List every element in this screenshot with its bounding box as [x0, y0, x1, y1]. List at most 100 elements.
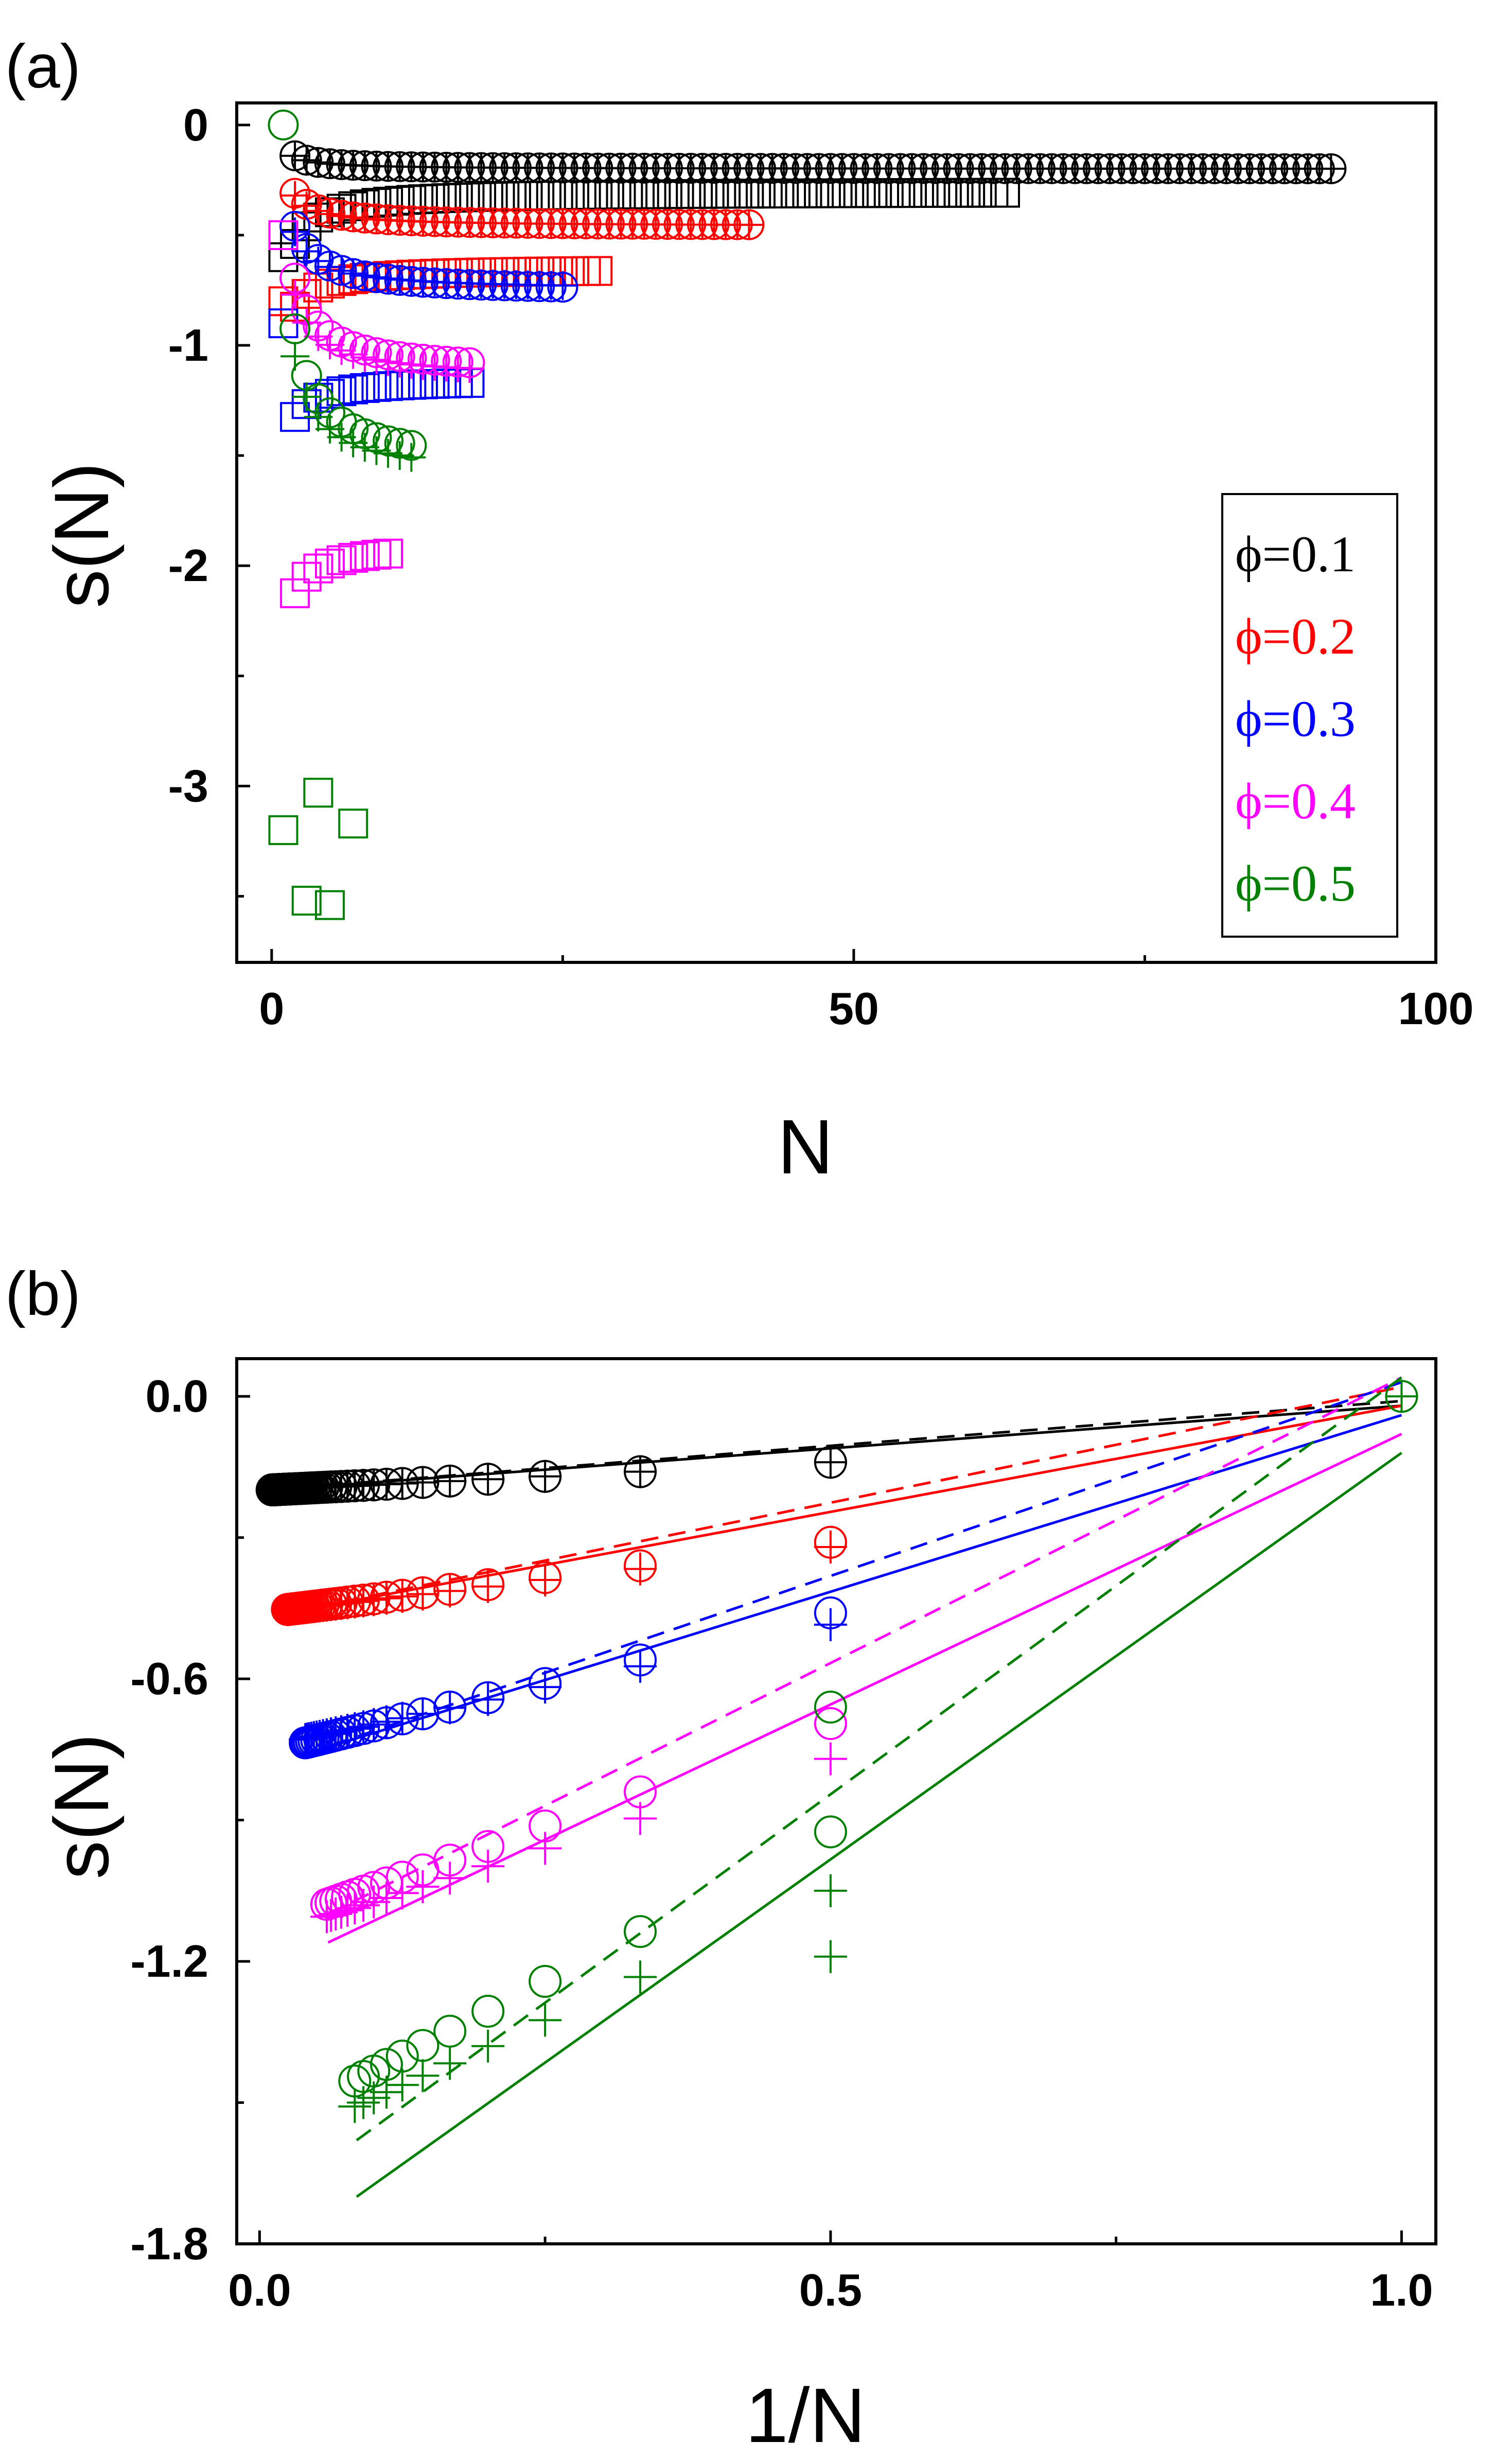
circle-marker — [477, 207, 508, 239]
plus-marker — [433, 2047, 467, 2080]
circle-marker — [442, 269, 473, 300]
circle-marker — [431, 268, 462, 300]
circle-marker — [466, 207, 497, 238]
panel-a-y-axis-title: s(N) — [38, 462, 125, 608]
circle-marker — [814, 1815, 847, 1849]
plus-marker — [455, 354, 484, 383]
circle-marker — [407, 267, 438, 298]
circle-marker — [373, 425, 404, 456]
circle-marker — [722, 209, 753, 240]
circle-marker — [279, 262, 311, 294]
circle-marker — [1304, 153, 1335, 184]
circle-marker — [385, 2040, 419, 2073]
y-tick-label: -1.8 — [130, 2218, 208, 2269]
circle-marker — [477, 270, 508, 301]
circle-marker — [489, 270, 520, 302]
plus-marker — [529, 1832, 562, 1865]
circle-marker — [722, 153, 753, 184]
y-tick-label: -1.2 — [130, 1936, 208, 1987]
square-marker — [326, 545, 357, 575]
square-marker — [583, 256, 613, 286]
circle-marker — [745, 153, 776, 184]
circle-marker — [757, 153, 788, 184]
circle-marker — [454, 152, 485, 183]
circle-marker — [349, 335, 380, 366]
circle-marker — [624, 1549, 657, 1583]
plus-marker — [304, 247, 333, 276]
circle-marker — [442, 346, 473, 378]
circle-marker — [373, 339, 404, 371]
circle-marker — [314, 148, 345, 180]
plus-marker — [289, 1723, 322, 1756]
dashed-fit-line — [327, 1376, 1402, 1916]
circle-marker — [920, 153, 951, 184]
circle-marker — [780, 153, 811, 184]
circle-marker — [1117, 153, 1149, 184]
circle-marker — [314, 397, 345, 429]
circle-marker — [814, 1707, 847, 1741]
circle-marker — [896, 153, 928, 184]
circle-marker — [489, 152, 520, 183]
circle-marker — [303, 194, 334, 225]
circle-marker — [431, 152, 462, 183]
panel-a-data-marks — [268, 109, 1347, 920]
circle-marker — [1292, 153, 1324, 184]
circle-marker — [1234, 153, 1265, 184]
circle-marker — [908, 153, 939, 184]
legend-entry-label: ϕ=0.2 — [1235, 608, 1356, 665]
circle-marker — [454, 347, 485, 378]
circle-marker — [524, 208, 555, 239]
plus-marker — [814, 1940, 847, 1973]
plus-marker — [471, 2029, 505, 2063]
circle-marker — [733, 153, 765, 184]
circle-marker — [652, 209, 683, 240]
circle-marker — [310, 1888, 343, 1921]
circle-marker — [663, 152, 695, 184]
plus-marker — [529, 1563, 562, 1596]
panel-b-ticks: 0.0 0.5 1.0 0.0 -0.6 -1.2 -1.8 — [130, 1370, 1433, 2315]
circle-marker — [529, 1667, 562, 1700]
plus-marker — [406, 1577, 439, 1611]
panel-b-x-axis-title: 1/N — [745, 2372, 865, 2458]
circle-marker — [454, 207, 485, 238]
dashed-fit-line — [272, 1399, 1402, 1491]
circle-marker — [489, 207, 520, 239]
circle-marker — [593, 208, 625, 240]
circle-marker — [803, 153, 835, 184]
circle-marker — [547, 152, 578, 184]
circle-marker — [512, 152, 543, 184]
circle-marker — [407, 151, 438, 183]
square-marker — [338, 542, 368, 573]
panel-b-y-axis-title: s(N) — [38, 1733, 125, 1879]
circle-marker — [966, 153, 997, 184]
circle-marker — [466, 152, 497, 183]
panel-b: (b) 0.0 0.5 1.0 0.0 -0.6 -1.2 -1.8 1/N s(N) — [5, 1259, 1437, 2458]
circle-marker — [370, 1706, 403, 1739]
square-marker — [268, 815, 298, 846]
circle-marker — [687, 153, 718, 184]
x-tick-label: 0 — [259, 983, 284, 1034]
circle-marker — [471, 1463, 505, 1496]
plus-marker — [271, 1593, 304, 1626]
plus-marker — [471, 1463, 505, 1496]
circle-marker — [370, 1866, 403, 1900]
circle-marker — [815, 153, 846, 184]
plus-marker — [471, 1850, 505, 1883]
circle-marker — [500, 271, 532, 302]
circle-marker — [885, 153, 916, 184]
circle-marker — [675, 153, 707, 184]
circle-marker — [617, 208, 648, 240]
dashed-fit-line — [356, 1376, 1402, 2141]
plus-marker — [1385, 1380, 1418, 1413]
circle-marker — [471, 1995, 505, 2028]
circle-marker — [396, 266, 427, 297]
circle-marker — [338, 2064, 372, 2098]
circle-marker — [349, 418, 380, 449]
x-tick-label: 1.0 — [1370, 2264, 1433, 2315]
circle-marker — [1280, 153, 1312, 184]
square-marker — [303, 778, 333, 808]
circle-marker — [314, 198, 345, 229]
x-tick-label: 100 — [1398, 983, 1474, 1034]
circle-marker — [471, 1568, 505, 1602]
